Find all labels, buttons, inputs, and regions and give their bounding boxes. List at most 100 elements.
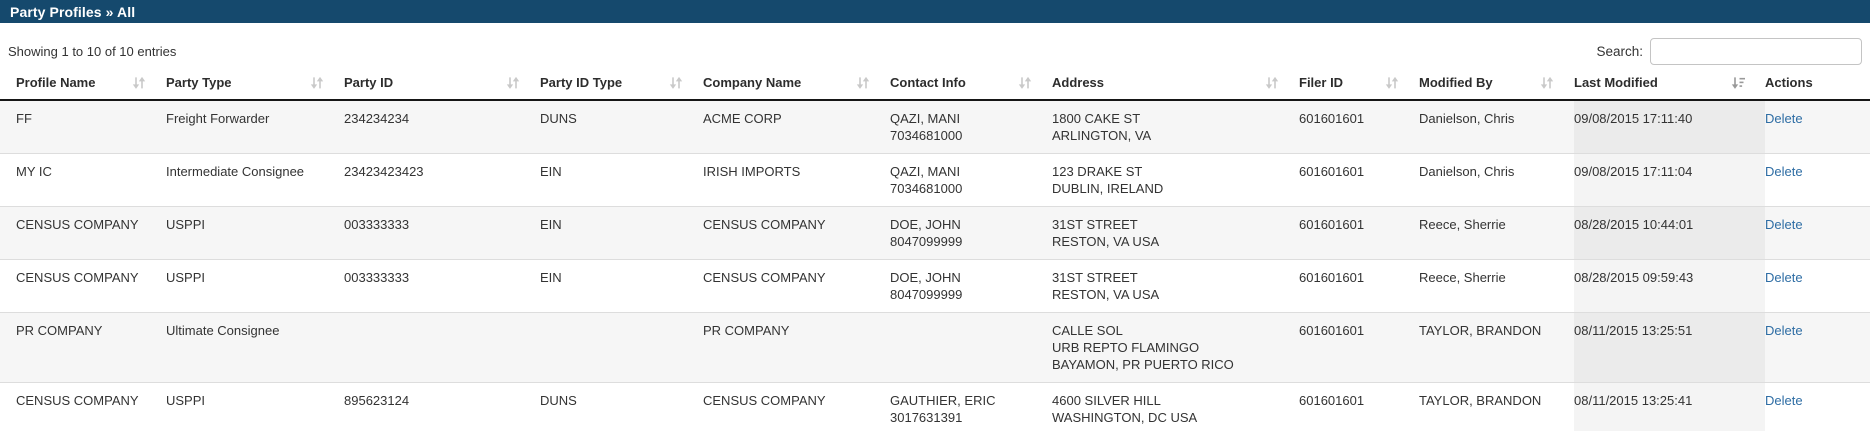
column-header-label: Party ID Type bbox=[540, 75, 623, 90]
cell-profile_name: CENSUS COMPANY bbox=[0, 206, 166, 260]
cell-party_type: Ultimate Consignee bbox=[166, 312, 344, 383]
column-header-company_name[interactable]: Company Name bbox=[703, 69, 890, 101]
cell-filer_id: 601601601 bbox=[1299, 100, 1419, 154]
delete-link[interactable]: Delete bbox=[1765, 393, 1803, 408]
cell-filer_id: 601601601 bbox=[1299, 382, 1419, 431]
table-row: FF Freight Forwarder 234234234 DUNS ACME COR… bbox=[0, 100, 1870, 154]
cell-action: Delete bbox=[1765, 259, 1870, 313]
cell-contact_info: QAZI, MANI 7034681000 bbox=[890, 153, 1052, 207]
cell-contact_info bbox=[890, 312, 1052, 383]
column-header-last_modified[interactable]: Last Modified bbox=[1574, 69, 1765, 101]
column-header-label: Filer ID bbox=[1299, 75, 1344, 90]
sort-both-icon bbox=[506, 76, 520, 89]
cell-party_type: USPPI bbox=[166, 206, 344, 260]
cell-modified_by: TAYLOR, BRANDON bbox=[1419, 382, 1574, 431]
cell-address: CALLE SOL URB REPTO FLAMINGO BAYAMON, PR… bbox=[1052, 312, 1299, 383]
column-header-label: Party ID bbox=[344, 75, 394, 90]
delete-link[interactable]: Delete bbox=[1765, 217, 1803, 232]
search-label: Search: bbox=[1596, 43, 1643, 59]
cell-party_id_type: EIN bbox=[540, 206, 703, 260]
cell-party_type: USPPI bbox=[166, 382, 344, 431]
cell-party_id bbox=[344, 312, 540, 383]
column-header-contact_info[interactable]: Contact Info bbox=[890, 69, 1052, 101]
main-content: Showing 1 to 10 of 10 entries Search: Pr… bbox=[0, 23, 1870, 431]
cell-party_id_type: EIN bbox=[540, 153, 703, 207]
column-header-label: Address bbox=[1052, 75, 1105, 90]
cell-action: Delete bbox=[1765, 312, 1870, 383]
table-row: CENSUS COMPANY USPPI 003333333 EIN CENSUS CO… bbox=[0, 259, 1870, 313]
page-header-bar: Party Profiles » All bbox=[0, 0, 1870, 23]
column-header-address[interactable]: Address bbox=[1052, 69, 1299, 101]
table-row: MY IC Intermediate Consignee 23423423423 EI… bbox=[0, 153, 1870, 207]
cell-last_modified: 08/28/2015 10:44:01 bbox=[1574, 206, 1765, 260]
cell-last_modified: 09/08/2015 17:11:40 bbox=[1574, 100, 1765, 154]
cell-modified_by: Danielson, Chris bbox=[1419, 153, 1574, 207]
sort-both-icon bbox=[1018, 76, 1032, 89]
cell-address: 4600 SILVER HILL WASHINGTON, DC USA bbox=[1052, 382, 1299, 431]
cell-party_id: 23423423423 bbox=[344, 153, 540, 207]
cell-profile_name: PR COMPANY bbox=[0, 312, 166, 383]
sort-desc-icon bbox=[1731, 77, 1745, 89]
cell-action: Delete bbox=[1765, 100, 1870, 154]
cell-filer_id: 601601601 bbox=[1299, 259, 1419, 313]
column-header-party_id_type[interactable]: Party ID Type bbox=[540, 69, 703, 101]
cell-party_id: 895623124 bbox=[344, 382, 540, 431]
column-header-filer_id[interactable]: Filer ID bbox=[1299, 69, 1419, 101]
column-header-party_id[interactable]: Party ID bbox=[344, 69, 540, 101]
cell-contact_info: QAZI, MANI 7034681000 bbox=[890, 100, 1052, 154]
cell-party_id_type: DUNS bbox=[540, 100, 703, 154]
cell-party_id: 234234234 bbox=[344, 100, 540, 154]
delete-link[interactable]: Delete bbox=[1765, 270, 1803, 285]
column-header-party_type[interactable]: Party Type bbox=[166, 69, 344, 101]
cell-party_id_type: DUNS bbox=[540, 382, 703, 431]
table-row: CENSUS COMPANY USPPI 895623124 DUNS CENSUS C… bbox=[0, 382, 1870, 431]
sort-both-icon bbox=[310, 76, 324, 89]
cell-company_name: CENSUS COMPANY bbox=[703, 206, 890, 260]
sort-both-icon bbox=[669, 76, 683, 89]
cell-action: Delete bbox=[1765, 382, 1870, 431]
cell-last_modified: 08/28/2015 09:59:43 bbox=[1574, 259, 1765, 313]
cell-action: Delete bbox=[1765, 153, 1870, 207]
column-header-action: Actions bbox=[1765, 69, 1870, 101]
cell-last_modified: 09/08/2015 17:11:04 bbox=[1574, 153, 1765, 207]
sort-both-icon bbox=[1540, 76, 1554, 89]
cell-company_name: ACME CORP bbox=[703, 100, 890, 154]
cell-party_type: Freight Forwarder bbox=[166, 100, 344, 154]
cell-address: 31ST STREET RESTON, VA USA bbox=[1052, 206, 1299, 260]
cell-contact_info: DOE, JOHN 8047099999 bbox=[890, 259, 1052, 313]
search-input[interactable] bbox=[1650, 37, 1862, 65]
delete-link[interactable]: Delete bbox=[1765, 111, 1803, 126]
cell-party_type: Intermediate Consignee bbox=[166, 153, 344, 207]
cell-action: Delete bbox=[1765, 206, 1870, 260]
delete-link[interactable]: Delete bbox=[1765, 323, 1803, 338]
cell-profile_name: CENSUS COMPANY bbox=[0, 382, 166, 431]
party-profiles-table: Profile Name Party Type Party ID Party ID T… bbox=[0, 69, 1870, 431]
table-row: PR COMPANY Ultimate Consignee PR COMPANY CA… bbox=[0, 312, 1870, 383]
cell-last_modified: 08/11/2015 13:25:41 bbox=[1574, 382, 1765, 431]
sort-both-icon bbox=[1265, 76, 1279, 89]
table-header: Profile Name Party Type Party ID Party ID T… bbox=[0, 69, 1870, 101]
cell-party_id_type: EIN bbox=[540, 259, 703, 313]
cell-party_id: 003333333 bbox=[344, 259, 540, 313]
cell-address: 1800 CAKE ST ARLINGTON, VA bbox=[1052, 100, 1299, 154]
cell-filer_id: 601601601 bbox=[1299, 206, 1419, 260]
cell-profile_name: FF bbox=[0, 100, 166, 154]
delete-link[interactable]: Delete bbox=[1765, 164, 1803, 179]
cell-modified_by: TAYLOR, BRANDON bbox=[1419, 312, 1574, 383]
table-row: CENSUS COMPANY USPPI 003333333 EIN CENSUS CO… bbox=[0, 206, 1870, 260]
search-container: Search: bbox=[1596, 37, 1862, 65]
cell-party_type: USPPI bbox=[166, 259, 344, 313]
cell-party_id_type bbox=[540, 312, 703, 383]
page-title: Party Profiles » All bbox=[10, 3, 136, 20]
column-header-profile_name[interactable]: Profile Name bbox=[0, 69, 166, 101]
cell-profile_name: CENSUS COMPANY bbox=[0, 259, 166, 313]
column-header-modified_by[interactable]: Modified By bbox=[1419, 69, 1574, 101]
cell-filer_id: 601601601 bbox=[1299, 153, 1419, 207]
column-header-label: Contact Info bbox=[890, 75, 966, 90]
column-header-label: Party Type bbox=[166, 75, 232, 90]
entries-info: Showing 1 to 10 of 10 entries bbox=[8, 43, 177, 59]
sort-both-icon bbox=[1385, 76, 1399, 89]
cell-contact_info: DOE, JOHN 8047099999 bbox=[890, 206, 1052, 260]
cell-company_name: CENSUS COMPANY bbox=[703, 382, 890, 431]
column-header-label: Modified By bbox=[1419, 75, 1493, 90]
